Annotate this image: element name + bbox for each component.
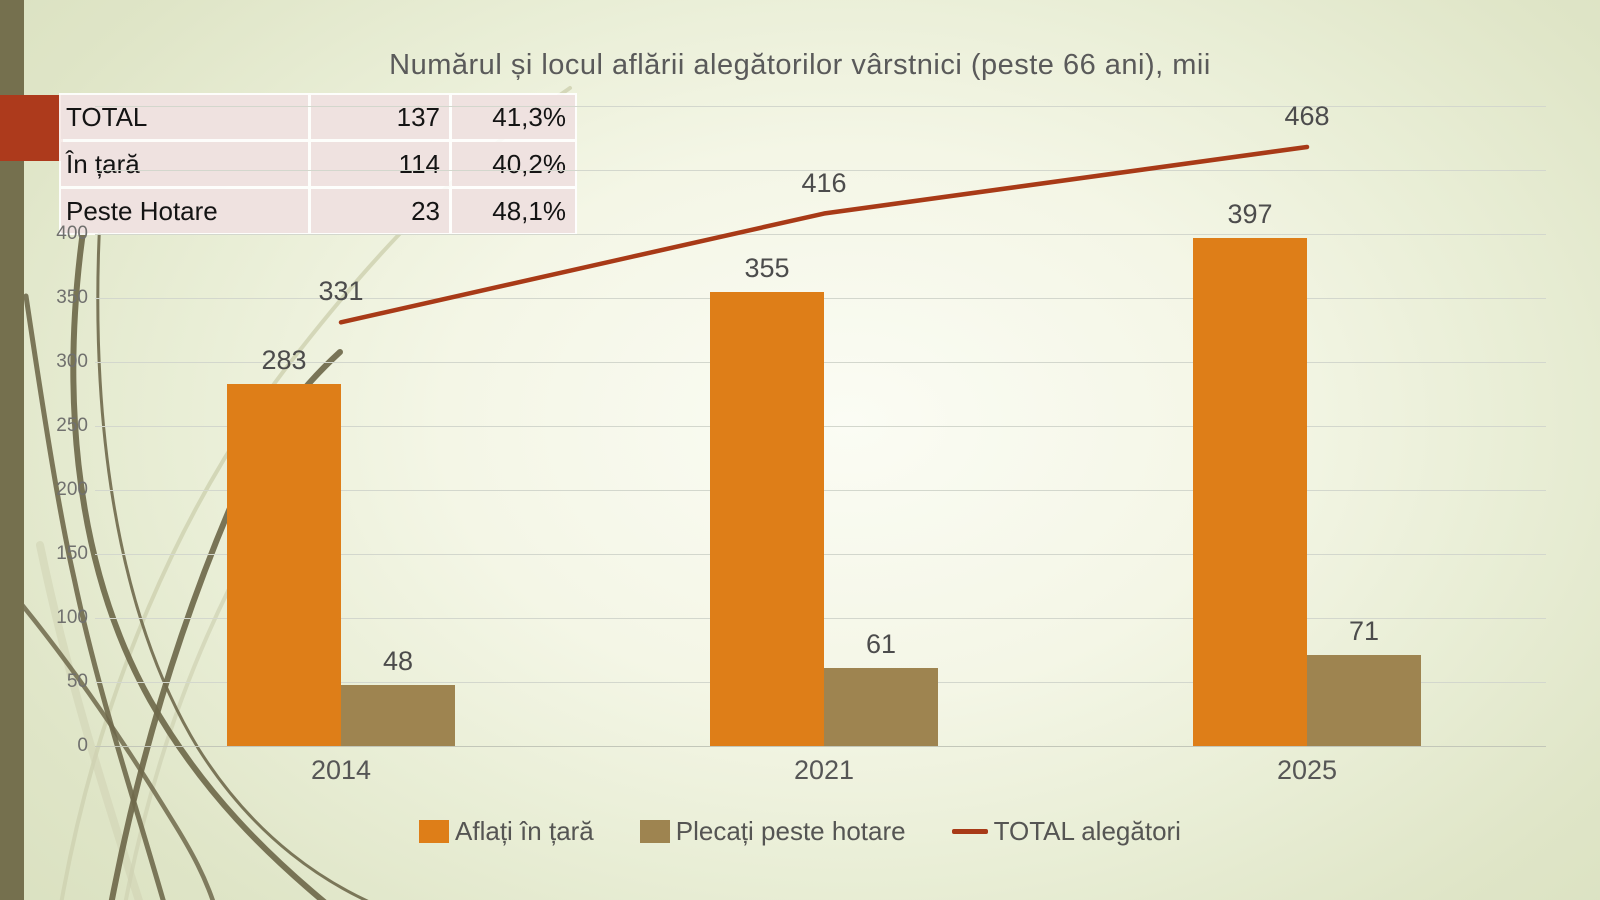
bar-2021-in-tara: [710, 291, 824, 746]
bar-value-label: 355: [744, 252, 790, 283]
red-line-swatch-icon: [951, 829, 988, 834]
legend-label: TOTAL alegători: [993, 816, 1181, 846]
x-label-2021: 2021: [793, 755, 855, 785]
x-label-2014: 2014: [310, 755, 372, 785]
chart-legend: Aflați în țară Plecați peste hotare TOTA…: [0, 816, 1600, 847]
gridline-400: [95, 234, 1546, 235]
y-tick-400: 400: [56, 223, 88, 244]
bar-value-label: 397: [1227, 198, 1273, 229]
y-tick-100: 100: [56, 607, 88, 628]
bar-2025-in-tara: [1193, 237, 1307, 746]
gridline-0: [95, 746, 1546, 747]
bar-value-label: 71: [1348, 616, 1380, 647]
bar-value-label: 61: [865, 628, 897, 659]
y-tick-350: 350: [56, 287, 88, 308]
y-tick-150: 150: [56, 543, 88, 564]
table-cell: 41,3%: [452, 95, 575, 139]
y-tick-200: 200: [56, 479, 88, 500]
red-accent-square: [0, 95, 63, 161]
legend-label: Aflați în țară: [455, 816, 594, 846]
legend-item-total-alegatori: TOTAL alegători: [951, 816, 1181, 847]
y-tick-0: 0: [77, 735, 88, 756]
brown-bar-swatch-icon: [639, 820, 670, 843]
table-cell: TOTAL: [61, 95, 308, 139]
chart-title: Numărul și locul aflării alegătorilor vâ…: [389, 49, 1211, 81]
y-tick-300: 300: [56, 351, 88, 372]
y-tick-50: 50: [66, 671, 88, 692]
legend-item-aflati-in-tara: Aflați în țară: [419, 816, 594, 847]
line-value-label: 468: [1284, 100, 1330, 131]
line-value-label: 331: [318, 276, 364, 307]
table-cell: Peste Hotare: [61, 189, 308, 233]
table-cell: În țară: [61, 142, 308, 186]
bar-2014-peste-hotare: [341, 684, 455, 746]
y-tick-250: 250: [56, 415, 88, 436]
bar-2025-peste-hotare: [1307, 655, 1421, 746]
bar-value-label: 283: [261, 344, 307, 375]
x-label-2025: 2025: [1276, 755, 1338, 785]
line-value-label: 416: [801, 167, 847, 198]
bar-value-label: 48: [382, 645, 414, 676]
gridline-500: [95, 106, 1546, 107]
legend-item-plecati-peste-hotare: Plecați peste hotare: [639, 816, 906, 847]
legend-label: Plecați peste hotare: [675, 816, 906, 846]
bar-2021-peste-hotare: [824, 667, 938, 746]
bar-2014-in-tara: [227, 383, 341, 746]
orange-bar-swatch-icon: [419, 820, 450, 843]
